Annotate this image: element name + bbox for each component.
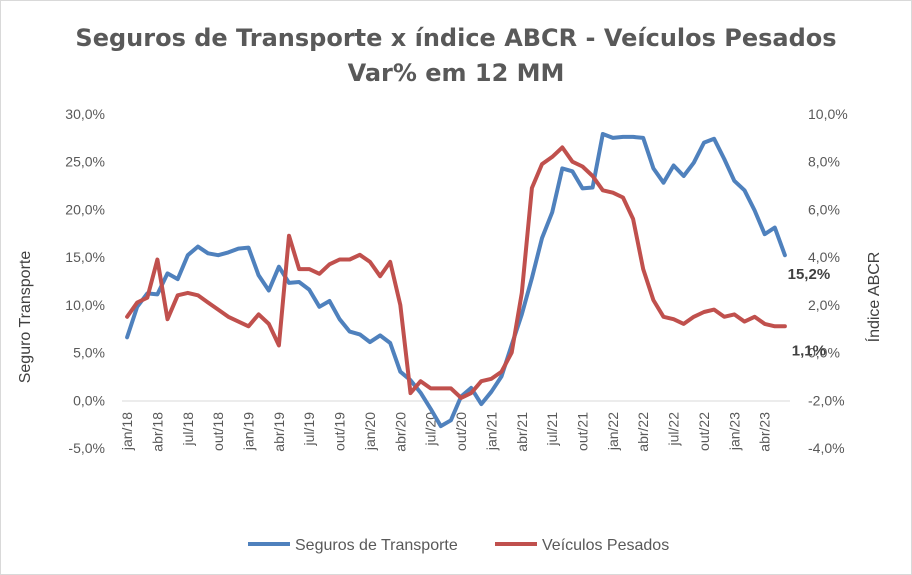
- y-tick-label: 10,0%: [65, 297, 105, 313]
- x-tick-label: abr/22: [635, 412, 651, 452]
- x-tick-label: out/20: [453, 412, 469, 451]
- x-tick-label: jan/19: [241, 412, 257, 451]
- series-line-veiculos: [125, 145, 787, 400]
- x-tick-label: jan/18: [119, 412, 135, 451]
- chart-title: Seguros de Transporte x índice ABCR - Ve…: [75, 24, 836, 52]
- y2-tick-label: -4,0%: [808, 440, 845, 456]
- x-tick-label: abr/23: [757, 412, 773, 452]
- data-label-seguros: 15,2%: [788, 266, 831, 283]
- y2-tick-label: -2,0%: [808, 392, 845, 408]
- x-tick-label: jul/20: [423, 412, 439, 447]
- y-tick-label: 25,0%: [65, 154, 105, 170]
- legend: Seguros de Transporte Veículos Pesados: [248, 537, 669, 554]
- y-tick-label: 0,0%: [73, 392, 105, 408]
- x-tick-label: abr/19: [271, 412, 287, 452]
- x-tick-label: jul/18: [180, 412, 196, 447]
- y2-tick-label: 10,0%: [808, 106, 848, 122]
- legend-label-seguros: Seguros de Transporte: [295, 537, 458, 554]
- series-line-seguros: [125, 132, 787, 429]
- y-tick-label: 5,0%: [73, 345, 105, 361]
- x-tick-label: jan/21: [483, 412, 499, 451]
- x-tick-label: abr/18: [149, 412, 165, 452]
- x-tick-label: abr/21: [514, 412, 530, 452]
- x-tick-label: out/18: [210, 412, 226, 451]
- chart-subtitle: Var% em 12 MM: [348, 59, 565, 87]
- y2-tick-label: 8,0%: [808, 154, 840, 170]
- y2-tick-label: 2,0%: [808, 297, 840, 313]
- x-tick-label: out/22: [696, 412, 712, 451]
- y-tick-label: 20,0%: [65, 201, 105, 217]
- y2-tick-label: 4,0%: [808, 249, 840, 265]
- y-tick-label: 30,0%: [65, 106, 105, 122]
- y-axis-title: Seguro Transporte: [17, 251, 34, 384]
- x-tick-label: jan/22: [605, 412, 621, 451]
- y-axis-ticks: 30,0% 25,0% 20,0% 15,0% 10,0% 5,0% 0,0% -5,0%: [65, 106, 105, 456]
- x-tick-label: abr/20: [392, 412, 408, 452]
- y2-axis-ticks: 10,0% 8,0% 6,0% 4,0% 2,0% 0,0% -2,0% -4,0%: [808, 106, 848, 456]
- x-tick-label: jan/23: [726, 412, 742, 451]
- x-tick-label: jan/20: [362, 412, 378, 451]
- data-labels: 15,2% 1,1%: [788, 266, 831, 359]
- series-lines: [125, 132, 787, 429]
- legend-label-veiculos: Veículos Pesados: [542, 537, 669, 554]
- x-axis-ticks: jan/18 abr/18 jul/18 out/18 jan/19 abr/19 jul/…: [119, 412, 773, 452]
- data-label-veiculos: 1,1%: [792, 342, 826, 359]
- y2-axis-title: Índice ABCR: [864, 252, 883, 343]
- x-tick-label: out/21: [575, 412, 591, 451]
- y-tick-label: -5,0%: [68, 440, 105, 456]
- x-tick-label: jul/19: [301, 412, 317, 447]
- x-tick-label: jul/22: [666, 412, 682, 447]
- y2-tick-label: 0,0%: [808, 345, 840, 361]
- y2-tick-label: 6,0%: [808, 201, 840, 217]
- y-tick-label: 15,0%: [65, 249, 105, 265]
- x-tick-label: out/19: [332, 412, 348, 451]
- x-tick-label: jul/21: [544, 412, 560, 447]
